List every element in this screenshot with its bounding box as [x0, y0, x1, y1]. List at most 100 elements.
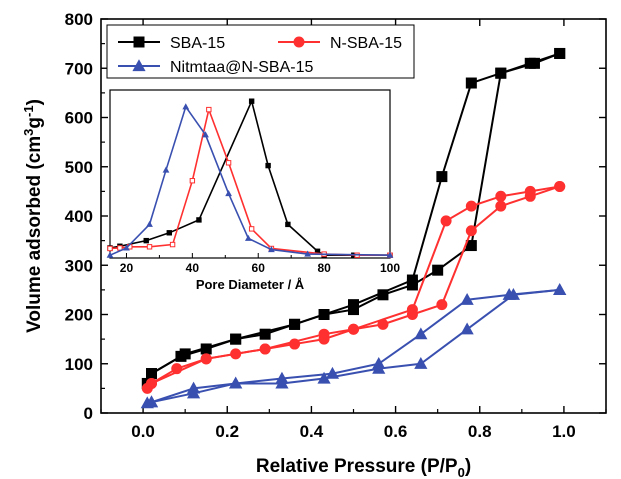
- data-point-2-desorption: [186, 381, 201, 394]
- inset-data-point-2: [146, 220, 153, 227]
- x-axis-title: Relative Pressure (P/P0): [256, 456, 471, 479]
- y-tick-label: 300: [65, 256, 93, 275]
- y-tick-label: 400: [65, 207, 93, 226]
- inset-data-point-2: [123, 244, 130, 251]
- data-point-2-desorption: [502, 288, 516, 300]
- inset-x-tick-label: 20: [120, 261, 134, 275]
- data-point-2-desorption: [229, 376, 243, 389]
- legend-swatch-marker-2: [132, 59, 146, 72]
- inset-x-axis-title: Pore Diameter / Å: [196, 277, 305, 292]
- legend-label-0: SBA-15: [170, 35, 225, 52]
- series-line-2-desorption: [151, 288, 560, 404]
- data-point-2-desorption: [275, 371, 289, 384]
- inset-data-point-0: [265, 162, 271, 169]
- data-point-2-desorption: [144, 395, 159, 408]
- x-tick-label: 0.4: [300, 422, 324, 441]
- inset-data-point-0: [285, 221, 291, 228]
- inset-data-point-1: [248, 226, 255, 232]
- y-axis-title-sup: 3: [21, 129, 36, 136]
- inset-data-point-2: [106, 251, 114, 258]
- x-axis-title-sub: 0: [458, 465, 465, 479]
- inset-series-line-0: [109, 98, 390, 256]
- data-point-1-desorption: [440, 215, 452, 227]
- x-axis-title-main: Relative Pressure (P/P: [256, 456, 458, 477]
- y-tick-label: 500: [65, 158, 93, 177]
- data-point-1-adsorption: [465, 225, 477, 237]
- y-axis-title: Volume adsorbed (cm3g-1): [21, 99, 45, 333]
- x-tick-label: 1.0: [552, 422, 576, 441]
- y-tick-label: 0: [84, 404, 93, 423]
- data-point-1-desorption: [554, 180, 566, 192]
- data-point-0-desorption: [465, 77, 477, 89]
- x-axis-title-end: ): [465, 456, 471, 477]
- legend-label-1: N-SBA-15: [330, 35, 402, 52]
- data-point-1-desorption: [495, 190, 507, 202]
- data-point-1-desorption: [406, 304, 418, 316]
- data-point-2-adsorption: [414, 356, 428, 369]
- legend-swatch-marker-1: [293, 36, 305, 48]
- inset-data-point-1: [206, 106, 212, 113]
- data-point-0-desorption: [146, 368, 157, 380]
- x-tick-label: 0.0: [131, 422, 155, 441]
- data-point-1-desorption: [200, 353, 212, 365]
- data-point-1-desorption: [348, 323, 359, 335]
- inset-x-tick-label: 60: [252, 261, 266, 275]
- inset-data-point-1: [169, 241, 176, 248]
- inset-x-tick-label: 40: [186, 261, 200, 275]
- data-point-2-adsorption: [460, 322, 474, 335]
- data-point-0-desorption: [495, 67, 507, 79]
- inset-data-point-0: [166, 230, 172, 236]
- series-line-1-adsorption: [146, 185, 561, 390]
- legend-box: [106, 24, 415, 79]
- data-point-0-desorption: [230, 333, 242, 345]
- inset-data-point-1: [225, 160, 232, 166]
- inset-data-point-1: [107, 245, 113, 252]
- y-axis-title-g: g: [24, 117, 45, 129]
- y-axis-title-sup2: -1: [21, 105, 36, 117]
- data-point-0-desorption: [406, 274, 418, 286]
- legend-swatch-marker-0: [133, 36, 145, 48]
- y-tick-label: 200: [65, 306, 93, 325]
- data-point-1-adsorption: [495, 200, 507, 212]
- data-point-2-desorption: [325, 366, 340, 379]
- y-tick-label: 800: [65, 10, 93, 29]
- y-tick-label: 100: [65, 355, 93, 374]
- inset-data-point-2: [244, 234, 252, 241]
- data-point-0-adsorption: [432, 264, 444, 276]
- inset-x-tick-label: 80: [317, 261, 331, 275]
- inset-data-point-2: [225, 190, 232, 197]
- inset-data-point-2: [304, 250, 312, 257]
- inset-data-point-0: [196, 217, 202, 223]
- data-point-1-adsorption: [436, 299, 448, 311]
- data-point-1-desorption: [318, 328, 330, 340]
- inset-data-point-0: [248, 98, 255, 104]
- data-point-0-desorption: [554, 47, 566, 59]
- data-point-1-desorption: [146, 377, 157, 389]
- inset-frame: [109, 89, 391, 259]
- inset-x-tick-label: 100: [380, 261, 400, 275]
- y-axis-title-end: ): [24, 99, 45, 105]
- data-point-1-desorption: [465, 200, 477, 212]
- data-point-0-adsorption: [259, 328, 271, 340]
- series-line-0-adsorption: [146, 52, 561, 384]
- x-tick-label: 0.8: [468, 422, 492, 441]
- data-point-0-desorption: [528, 57, 540, 69]
- data-point-0-desorption: [289, 318, 301, 330]
- inset-data-point-2: [182, 103, 190, 110]
- y-tick-label: 700: [65, 59, 93, 78]
- data-point-1-desorption: [524, 185, 536, 197]
- inset-data-point-0: [143, 237, 149, 244]
- data-point-0-desorption: [348, 299, 359, 311]
- y-tick-label: 600: [65, 109, 93, 128]
- data-point-0-desorption: [436, 171, 448, 183]
- data-point-1-desorption: [259, 343, 271, 355]
- main-plot: 0.0 0.2 0.4 0.6 0.8 1.00100200300400500600700…: [21, 10, 607, 479]
- inset-data-point-1: [146, 244, 153, 250]
- inset-plot: 20 40 60 80 100 Pore Diameter / Å: [106, 89, 400, 292]
- data-point-2-desorption: [414, 327, 428, 340]
- data-point-2-desorption: [460, 292, 474, 305]
- y-axis-title-main: Volume adsorbed (cm: [24, 136, 45, 333]
- data-point-2-desorption: [553, 283, 567, 295]
- inset-data-point-2: [162, 166, 170, 173]
